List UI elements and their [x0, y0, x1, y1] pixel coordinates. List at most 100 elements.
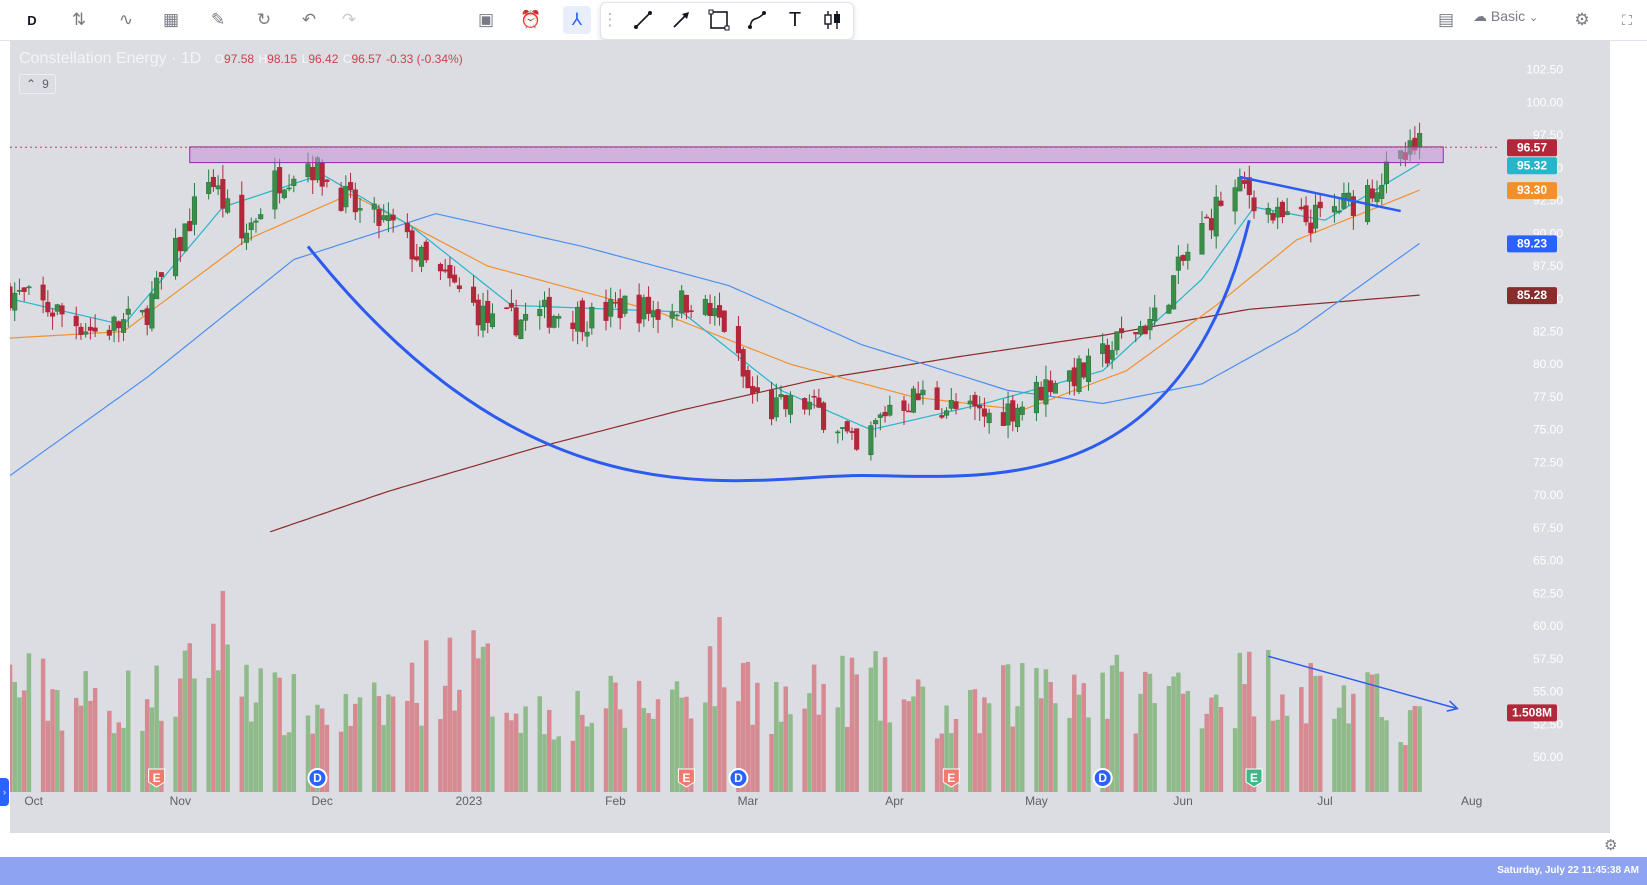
volume-bar	[10, 664, 13, 792]
volume-bar	[1407, 710, 1413, 792]
path-tool-icon[interactable]	[743, 6, 771, 34]
volume-bar	[1318, 675, 1323, 792]
volume-bar	[1109, 665, 1115, 792]
volume-bar	[116, 722, 122, 792]
volume-bar	[537, 696, 543, 792]
candle-body	[674, 314, 680, 317]
redo-icon[interactable]: ↷	[341, 10, 357, 29]
candle-body	[1374, 192, 1380, 203]
candle-body	[324, 179, 330, 182]
candle-body	[1208, 218, 1215, 231]
candle-body	[835, 431, 841, 434]
candle-body	[934, 387, 940, 410]
drag-handle-icon[interactable]: ⋮	[601, 10, 619, 29]
replay-icon[interactable]: ↻	[256, 10, 272, 29]
status-clock: Saturday, July 22 11:45:38 AM	[1497, 865, 1639, 876]
candle-body	[778, 394, 784, 398]
candle-body	[272, 170, 278, 210]
layout-selector[interactable]: ☁ Basic ⌄	[1473, 8, 1538, 25]
price-tick-label: 67.50	[1533, 521, 1563, 535]
volume-bar	[821, 683, 826, 792]
volume-bar	[1119, 671, 1124, 792]
volume-bar	[1251, 716, 1257, 792]
volume-bar	[319, 708, 325, 792]
candle-body	[1265, 207, 1271, 215]
calendar-icon[interactable]: ▣	[477, 10, 495, 29]
indicators-toggle[interactable]: ⌃ 9	[19, 74, 56, 94]
candle-body	[821, 402, 827, 430]
compare-icon[interactable]: ⇅	[71, 10, 87, 29]
axis-settings-icon[interactable]: ⚙	[1604, 837, 1618, 854]
candle-body	[177, 237, 183, 252]
volume-bar	[324, 724, 330, 792]
volume-bar	[1114, 654, 1120, 792]
pattern-tool-icon[interactable]	[819, 6, 847, 34]
volume-bar	[556, 736, 561, 792]
fullscreen-icon[interactable]: ⛶	[1622, 11, 1632, 28]
candle-body	[986, 412, 992, 424]
volume-bar	[1341, 685, 1347, 792]
candle-body	[120, 319, 127, 333]
dividend-marker-icon	[307, 768, 328, 788]
candle-body	[707, 302, 713, 317]
candle-body	[1242, 180, 1248, 184]
volume-bar	[1034, 668, 1039, 792]
resistance-zone-group	[10, 146, 1500, 164]
candle-body	[116, 321, 122, 329]
rectangle-tool-icon[interactable]	[705, 6, 733, 34]
settings-gear-icon[interactable]: ⚙	[1574, 10, 1590, 29]
volume-bar	[934, 738, 940, 792]
arrow-tool-icon[interactable]	[667, 6, 695, 34]
candle-body	[187, 221, 193, 232]
cursor-icon[interactable]: ⅄	[563, 6, 591, 34]
volume-bar	[405, 700, 410, 792]
candle-body	[1010, 400, 1016, 422]
layout-grid-icon[interactable]: ▤	[1437, 10, 1455, 29]
close-value: 96.57	[351, 52, 382, 66]
pencil-icon[interactable]: ✎	[210, 10, 226, 29]
volume-bar	[59, 730, 65, 792]
candle-body	[546, 296, 552, 328]
symbol-name[interactable]: Constellation Energy	[19, 50, 167, 67]
volume-bar	[788, 714, 793, 792]
candle-body	[1218, 200, 1224, 206]
legend-dot: ·	[171, 50, 177, 67]
volume-bar	[1280, 694, 1285, 792]
volume-bar	[920, 686, 926, 792]
volume-bar	[1417, 706, 1422, 792]
volume-bar	[353, 703, 358, 792]
annotations	[306, 175, 1459, 712]
text-tool-icon[interactable]: T	[788, 8, 802, 31]
candle-body	[1147, 318, 1153, 331]
candle-body	[849, 431, 855, 433]
volume-bar	[338, 731, 344, 792]
volume-bar	[182, 650, 188, 792]
candle-body	[154, 277, 160, 300]
top-toolbar: D ⇅ ∿ ▦ ✎ ↻ ↶ ↷ ▣ ⏰ ⅄ ⋮ T ▤ ☁ Basic ⌄ ⚙ …	[0, 0, 1647, 41]
handle-trendline-annotation	[1239, 175, 1401, 213]
trend-line-icon[interactable]	[629, 6, 657, 34]
templates-icon[interactable]: ▦	[162, 10, 180, 29]
indicators-icon[interactable]: ∿	[118, 10, 134, 29]
candle-body	[646, 296, 652, 314]
panel-expand-handle[interactable]: ›	[0, 778, 9, 806]
undo-icon[interactable]: ↶	[301, 10, 317, 29]
volume-bar	[523, 706, 528, 792]
volume-bar	[386, 694, 391, 792]
candle-body	[220, 179, 226, 209]
candle-body	[1303, 205, 1309, 223]
volume-bar	[1384, 720, 1389, 792]
price-tick-label: 72.50	[1533, 455, 1563, 469]
volume-bar	[1351, 693, 1356, 792]
alert-icon[interactable]: ⏰	[520, 10, 542, 29]
candle-body	[1369, 188, 1375, 199]
volume-bar	[26, 653, 32, 792]
candle-body	[277, 167, 283, 194]
candle-body	[248, 222, 254, 231]
volume-bar	[1001, 665, 1006, 792]
volume-bar	[651, 718, 656, 792]
candle-body	[111, 316, 117, 331]
timeframe-button[interactable]: D	[27, 12, 37, 28]
